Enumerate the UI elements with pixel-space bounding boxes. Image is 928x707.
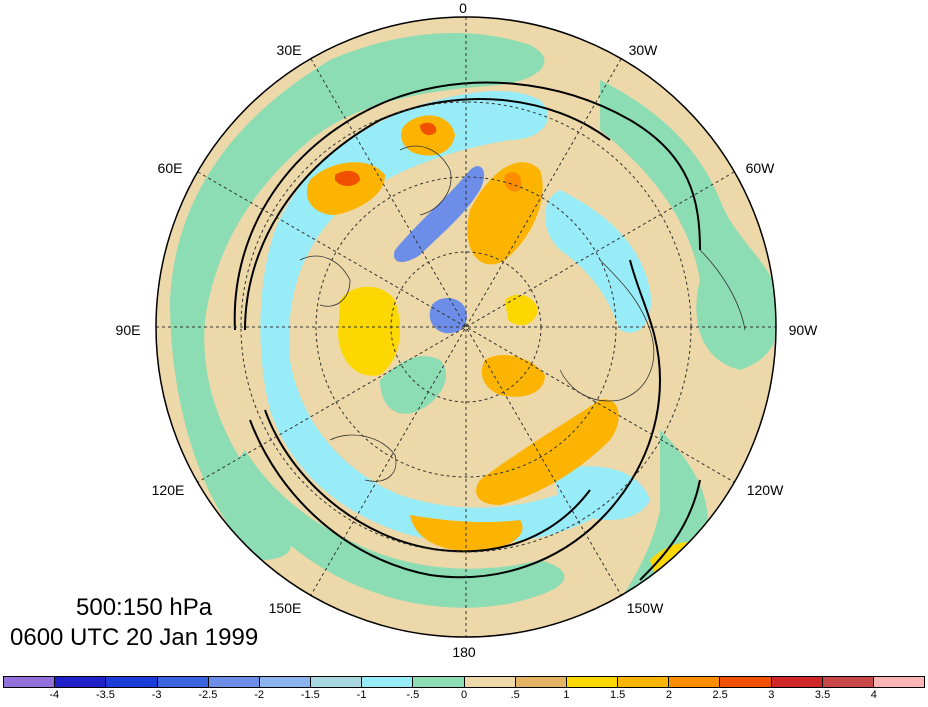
colorbar-swatch	[55, 677, 107, 687]
colorbar-swatch	[4, 677, 56, 687]
contour-line	[639, 479, 701, 581]
colorbar-tick-label: -.5	[406, 689, 420, 701]
field-region-strong-negative	[429, 298, 467, 334]
meridian-line	[310, 58, 622, 596]
lon-label-90e: 90E	[115, 322, 141, 338]
colorbar-tick-label: 1	[563, 689, 570, 701]
colorbar-tick-label: 2	[665, 689, 672, 701]
lon-label-120e: 120E	[151, 482, 185, 498]
colorbar-tick-label: -2	[254, 689, 264, 701]
colorbar-swatch	[873, 677, 925, 687]
coastline	[299, 255, 351, 307]
field-region-positive-small	[230, 450, 565, 608]
colorbar-swatch	[362, 677, 414, 687]
contour-lines	[233, 81, 701, 581]
meridian-line	[197, 171, 735, 483]
colorbar-tick-label: 1.5	[610, 689, 626, 701]
colorbar-swatch	[464, 677, 516, 687]
title-level: 500:150 hPa	[76, 594, 213, 621]
colorbar-swatch	[720, 677, 772, 687]
field-region-negative	[556, 466, 650, 520]
colorbar-tick-label: .5	[510, 689, 520, 701]
contour-line	[233, 81, 701, 331]
lon-label-150e: 150E	[268, 600, 302, 616]
field-region-strong-negative	[394, 166, 485, 262]
coastline	[699, 249, 746, 331]
lon-label-0: 0	[459, 0, 467, 16]
meridian-line	[197, 171, 735, 483]
colorbar-tick-label: -1.5	[300, 689, 320, 701]
colorbar-tick-label: 0	[460, 689, 468, 701]
field-region-positive-small	[380, 356, 447, 414]
colorbar-tick-label: -1	[356, 689, 367, 701]
field-region-strong-positive	[481, 355, 545, 397]
field-region-negative	[545, 190, 651, 333]
colorbar-swatch	[311, 677, 363, 687]
latitude-circle	[315, 176, 617, 478]
meridian-line	[310, 58, 622, 596]
field-region-strong-positive	[306, 162, 385, 215]
field-region-positive-small	[170, 33, 545, 560]
title-datetime: 0600 UTC 20 Jan 1999	[10, 624, 259, 651]
field-region-positive-small	[600, 80, 776, 370]
field-region-strong-positive	[505, 294, 538, 326]
colorbar-tick-label: 3	[768, 689, 775, 701]
lon-label-120w: 120W	[746, 482, 784, 498]
colorbar-swatch	[771, 677, 823, 687]
colorbar-swatch	[106, 677, 158, 687]
lon-label-30w: 30W	[628, 42, 658, 58]
colorbar-swatch	[515, 677, 567, 687]
colorbar-swatch	[208, 677, 260, 687]
field-region-strong-positive	[467, 162, 543, 265]
colorbar-tick-label: 3.5	[814, 689, 831, 701]
coastline	[559, 259, 655, 402]
coastline	[399, 145, 452, 216]
colorbar	[3, 676, 925, 688]
map-border	[155, 16, 777, 638]
field-region-strong-positive	[338, 286, 400, 376]
coastline	[329, 434, 397, 482]
graticule	[156, 17, 776, 637]
contour-line	[244, 98, 611, 331]
lon-label-60w: 60W	[745, 160, 775, 176]
colorbar-tick-label: -4	[49, 689, 60, 701]
colorbar-tick-label: -2.5	[198, 689, 218, 701]
lon-label-90w: 90W	[788, 322, 818, 338]
colorbar-tick-label: -3	[151, 689, 162, 701]
field-region-max-positive	[504, 172, 522, 192]
field-region-max-positive	[420, 122, 437, 136]
coastlines	[299, 145, 746, 482]
colorbar-tick-label: 2.5	[712, 689, 728, 701]
lon-label-180: 180	[452, 644, 476, 660]
field-region-strong-positive	[400, 115, 455, 156]
lon-label-30e: 30E	[276, 42, 302, 58]
colorbar-swatch	[618, 677, 670, 687]
field-region-max-positive	[335, 170, 360, 186]
lon-label-60e: 60E	[157, 160, 183, 176]
colorbar-tick-label: -3.5	[95, 689, 115, 701]
lon-label-150w: 150W	[626, 600, 664, 616]
colorbar-swatch	[669, 677, 721, 687]
contour-line	[249, 259, 662, 579]
colorbar-swatch	[259, 677, 312, 687]
field-region-strong-positive	[476, 399, 619, 505]
colorbar-swatch	[566, 677, 619, 687]
colorbar-tick-label: 4	[870, 689, 877, 701]
colorbar-swatch	[822, 677, 874, 687]
colorbar-swatch	[157, 677, 209, 687]
colorbar-swatch	[413, 677, 465, 687]
